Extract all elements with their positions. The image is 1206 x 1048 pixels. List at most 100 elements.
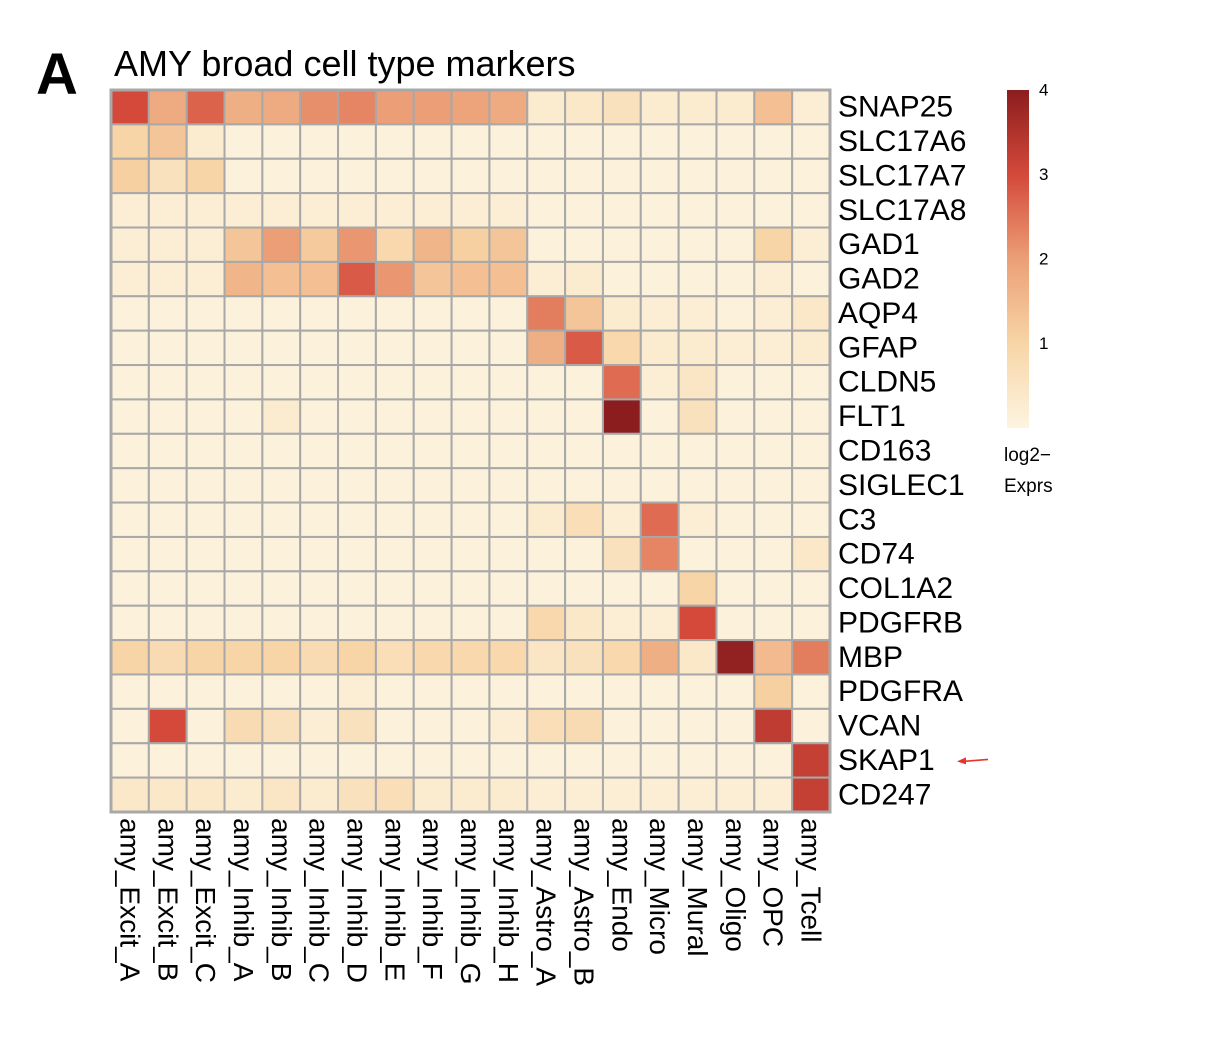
cell-col1a2-amy-inhib-f [412,570,453,607]
cell-pdgfrb-amy-astro-a [526,604,567,642]
cell-gfap-amy-astro-a [526,329,567,367]
cell-cldn5-amy-micro [639,364,680,401]
row-label-gad2: GAD2 [838,263,920,296]
cell-cd74-amy-mural [677,535,718,573]
cell-siglec1-amy-astro-b [564,467,604,504]
cell-cd247-amy-inhib-f [412,776,453,813]
cell-col1a2-amy-inhib-e [374,570,415,607]
cell-siglec1-amy-inhib-e [374,467,415,504]
cell-vcan-amy-oligo [715,707,756,745]
cell-aqp4-amy-inhib-h [488,295,529,332]
cell-c3-amy-excit-c [185,501,226,538]
cell-c3-amy-inhib-f [412,501,453,538]
cell-gad2-amy-endo [601,260,642,298]
cell-cd247-amy-opc [753,776,794,813]
cell-pdgfrb-amy-inhib-b [261,604,302,642]
cell-gad2-amy-tcell [791,260,832,298]
cell-vcan-amy-endo [601,707,642,745]
cell-slc17a6-amy-inhib-h [488,123,529,160]
cell-gad2-amy-excit-c [185,260,226,298]
cell-flt1-amy-oligo [715,398,756,435]
cell-cd163-amy-oligo [715,432,756,470]
cell-gad1-amy-tcell [791,226,832,263]
cell-mbp-amy-excit-b [147,639,188,676]
cell-snap25-amy-inhib-f [412,89,453,126]
cell-pdgfra-amy-inhib-d [337,673,377,710]
cell-mbp-amy-endo [601,639,642,676]
cell-slc17a7-amy-excit-c [185,157,226,195]
cell-aqp4-amy-mural [677,295,718,332]
cell-cldn5-amy-inhib-d [337,364,377,401]
cell-col1a2-amy-excit-b [147,570,188,607]
column-label-amy-micro: amy_Micro [644,818,675,955]
cell-gad2-amy-inhib-a [223,260,264,298]
cell-cd74-amy-micro [639,535,680,573]
cell-slc17a8-amy-oligo [715,192,756,229]
cell-pdgfra-amy-inhib-h [488,673,529,710]
row-label-vcan: VCAN [838,710,921,743]
cell-flt1-amy-inhib-f [412,398,453,435]
cell-slc17a8-amy-tcell [791,192,832,229]
panel-letter: A [36,42,78,107]
cell-pdgfra-amy-inhib-a [223,673,264,710]
cell-vcan-amy-tcell [791,707,832,745]
cell-gad1-amy-astro-a [526,226,567,263]
row-label-aqp4: AQP4 [838,297,918,330]
cell-gfap-amy-excit-c [185,329,226,367]
cell-slc17a6-amy-mural [677,123,718,160]
cell-skap1-amy-inhib-a [223,742,264,779]
cell-pdgfrb-amy-excit-c [185,604,226,642]
cell-cldn5-amy-inhib-e [374,364,415,401]
cell-slc17a6-amy-opc [753,123,794,160]
cell-gad2-amy-inhib-c [299,260,340,298]
cell-c3-amy-micro [639,501,680,538]
cell-pdgfra-amy-oligo [715,673,756,710]
colorbar-tick-4: 4 [1039,81,1048,100]
row-label-gfap: GFAP [838,331,918,364]
cell-slc17a8-amy-astro-a [526,192,567,229]
cell-pdgfrb-amy-inhib-h [488,604,529,642]
cell-gad2-amy-inhib-b [261,260,302,298]
cell-pdgfrb-amy-inhib-f [412,604,453,642]
cell-flt1-amy-astro-a [526,398,567,435]
cell-cd74-amy-oligo [715,535,756,573]
cell-skap1-amy-endo [601,742,642,779]
cell-col1a2-amy-opc [753,570,794,607]
cell-siglec1-amy-excit-c [185,467,226,504]
cell-pdgfrb-amy-endo [601,604,642,642]
cell-cd247-amy-excit-c [185,776,226,813]
cell-slc17a7-amy-excit-a [110,157,150,195]
cell-c3-amy-endo [601,501,642,538]
cell-gad2-amy-inhib-d [337,260,377,298]
column-label-amy-excit-b: amy_Excit_B [152,818,183,981]
cell-mbp-amy-astro-a [526,639,567,676]
cell-slc17a8-amy-inhib-f [412,192,453,229]
cell-pdgfrb-amy-excit-a [110,604,150,642]
cell-slc17a7-amy-inhib-e [374,157,415,195]
cell-snap25-amy-astro-b [564,89,604,126]
cell-flt1-amy-inhib-g [450,398,491,435]
cell-slc17a7-amy-mural [677,157,718,195]
row-label-col1a2: COL1A2 [838,572,953,605]
cell-cd74-amy-excit-c [185,535,226,573]
cell-gad2-amy-inhib-h [488,260,529,298]
row-label-slc17a8: SLC17A8 [838,194,966,227]
cell-skap1-amy-excit-b [147,742,188,779]
cell-vcan-amy-inhib-d [337,707,377,745]
cell-col1a2-amy-tcell [791,570,832,607]
cell-cldn5-amy-inhib-b [261,364,302,401]
cell-skap1-amy-astro-b [564,742,604,779]
cell-skap1-amy-inhib-f [412,742,453,779]
cell-cd247-amy-endo [601,776,642,813]
cell-siglec1-amy-oligo [715,467,756,504]
cell-aqp4-amy-oligo [715,295,756,332]
cell-vcan-amy-astro-b [564,707,604,745]
cell-siglec1-amy-inhib-g [450,467,491,504]
row-label-skap1: SKAP1 [838,744,935,777]
cell-flt1-amy-inhib-b [261,398,302,435]
row-label-slc17a7: SLC17A7 [838,159,966,192]
cell-slc17a6-amy-endo [601,123,642,160]
cell-gad1-amy-excit-a [110,226,150,263]
cell-cd163-amy-inhib-g [450,432,491,470]
cell-cldn5-amy-excit-a [110,364,150,401]
